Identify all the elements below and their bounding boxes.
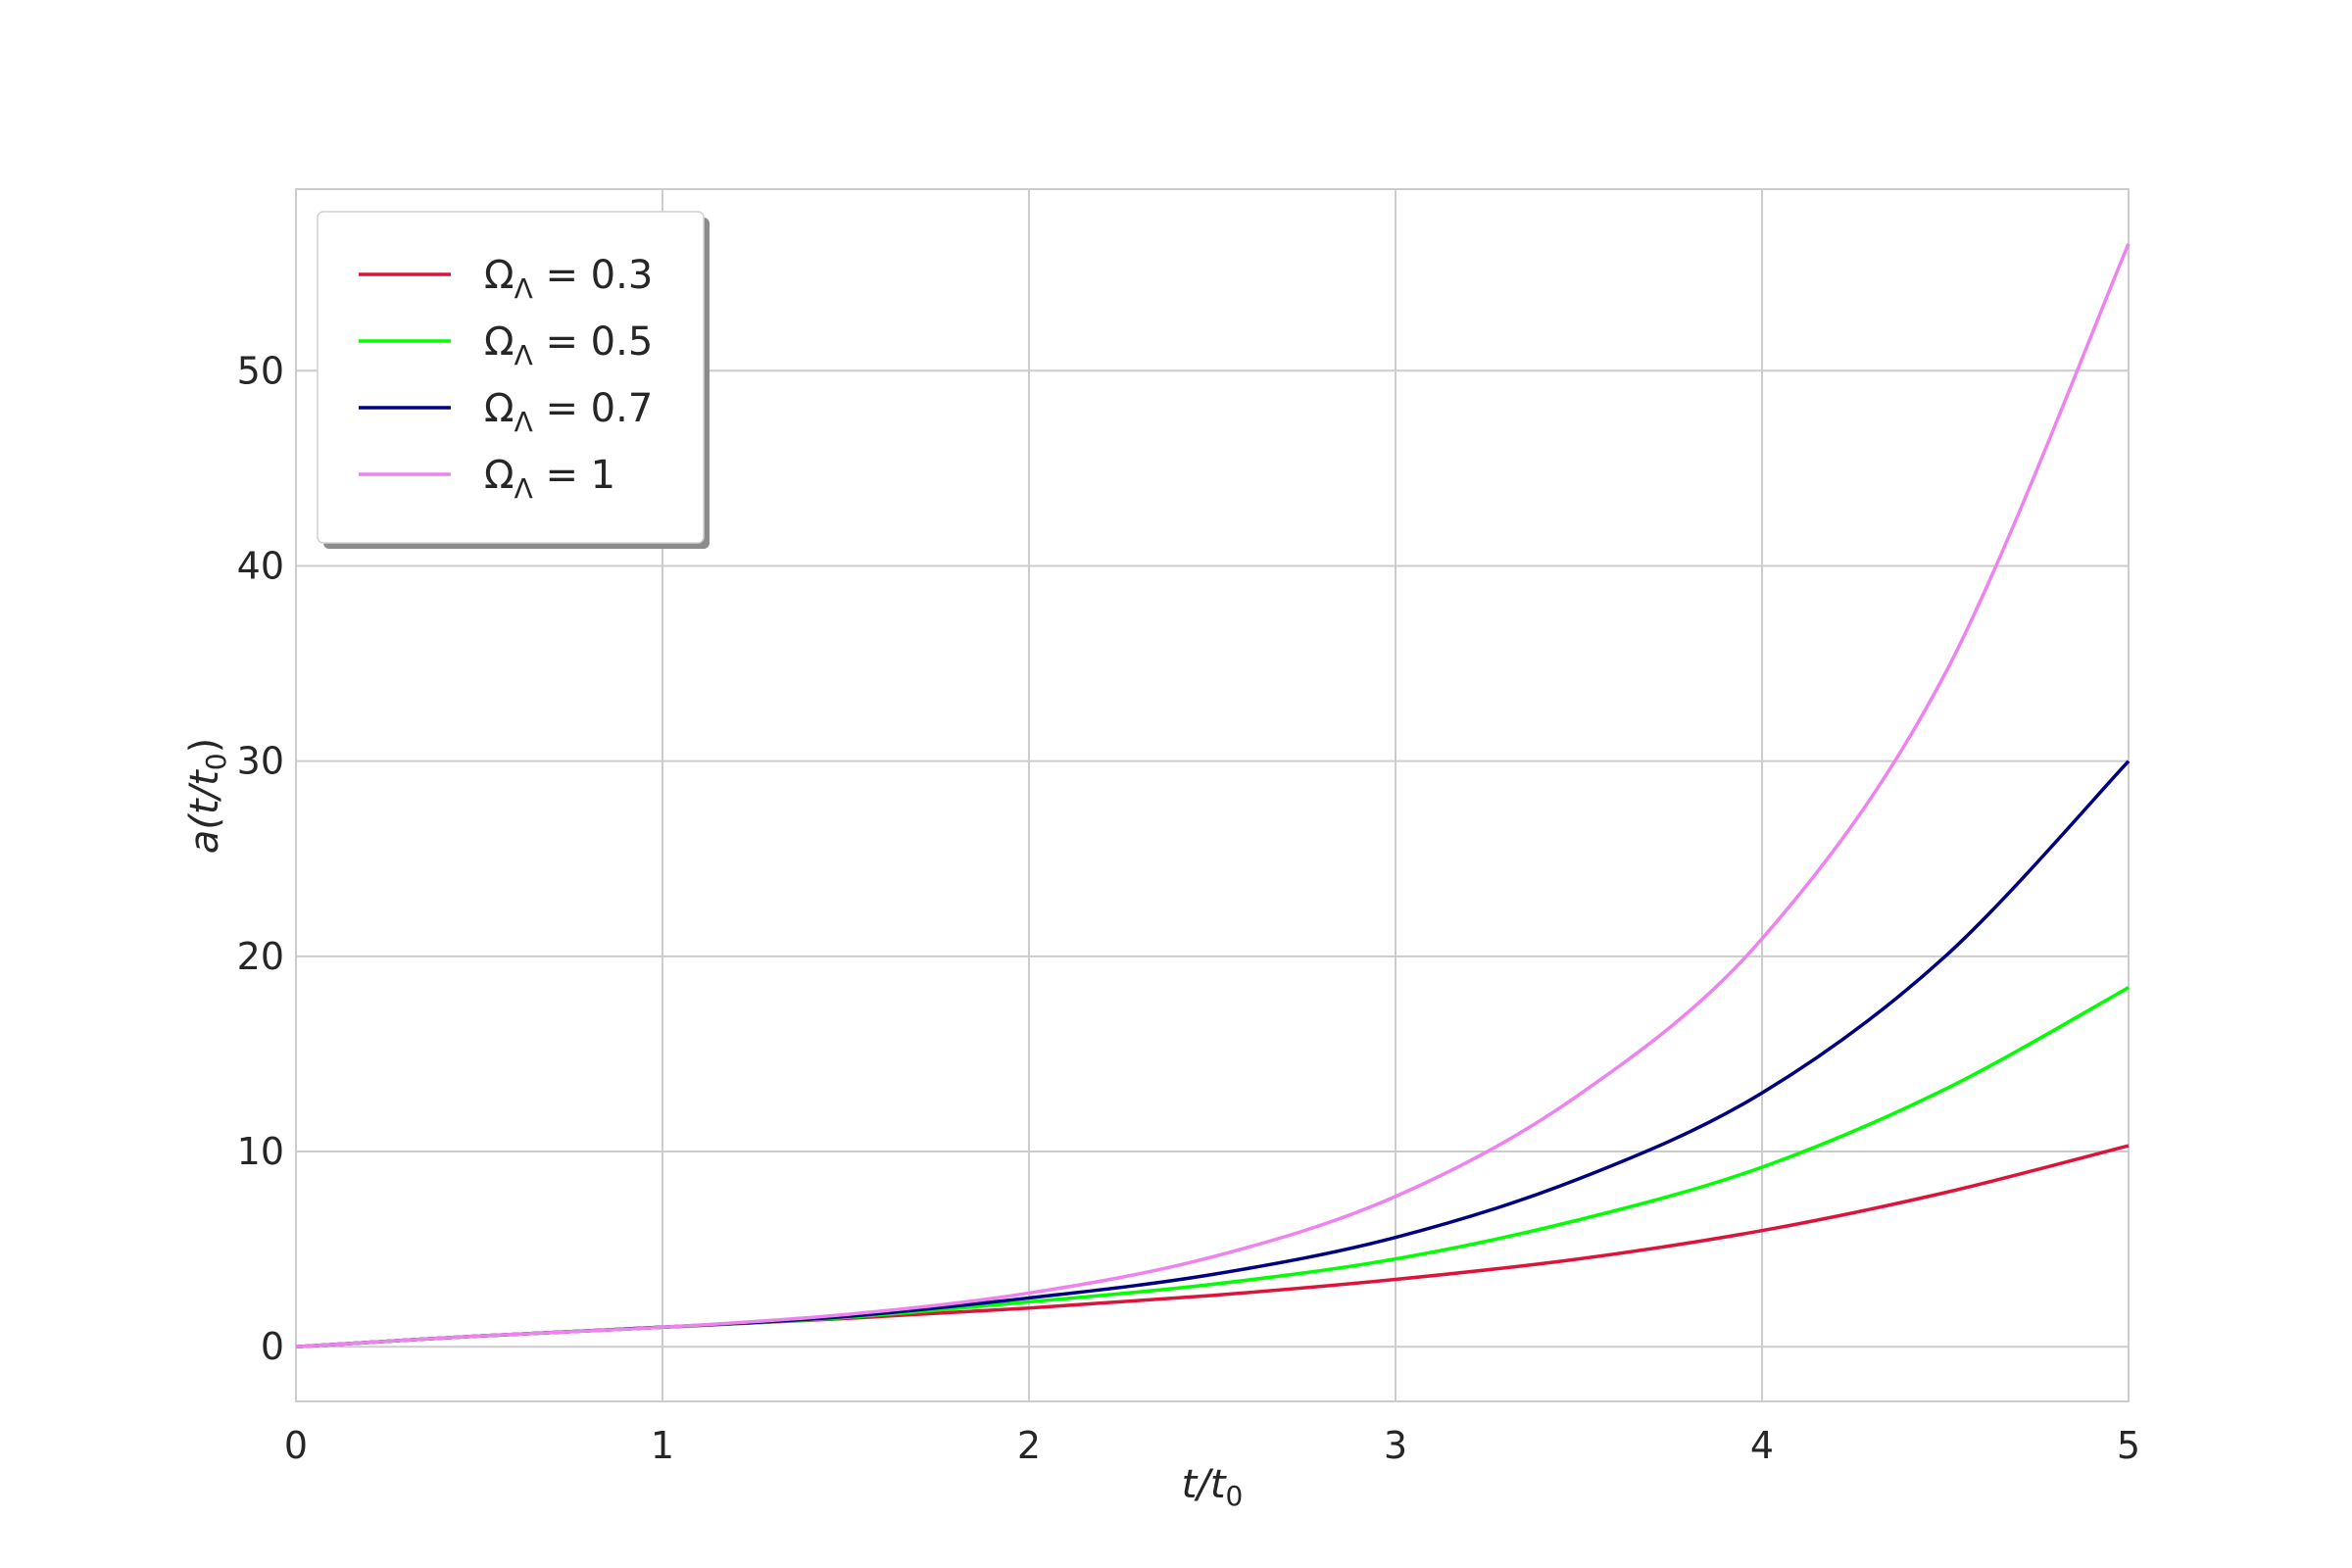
x-tick-label-3: 3 xyxy=(1384,1424,1407,1467)
legend-label-2: ΩΛ = 0.5 xyxy=(484,319,653,371)
x-tick-label-2: 2 xyxy=(1017,1424,1041,1467)
plot-frame xyxy=(295,188,2130,1402)
x-tick-label-5: 5 xyxy=(2117,1424,2140,1467)
legend-label-4: ΩΛ = 1 xyxy=(484,453,615,505)
y-tick-label-40: 40 xyxy=(237,544,284,587)
x-tick-label-0: 0 xyxy=(284,1424,308,1467)
legend-label-3: ΩΛ = 0.7 xyxy=(484,386,653,438)
legend-label-1: ΩΛ = 0.3 xyxy=(484,253,653,305)
y-tick-labels: 0 10 20 30 40 50 xyxy=(237,349,284,1368)
legend-items: ΩΛ = 0.3 ΩΛ = 0.5 ΩΛ = 0.7 ΩΛ = 1 xyxy=(359,253,653,505)
y-axis-label: a(t/t0) xyxy=(182,738,232,854)
series-layer xyxy=(295,243,2131,1348)
x-tick-label-4: 4 xyxy=(1750,1424,1774,1467)
series-line-4 xyxy=(295,243,2131,1348)
x-axis-label: t/t0 xyxy=(1182,1462,1244,1512)
y-tick-label-0: 0 xyxy=(261,1325,284,1368)
y-tick-label-50: 50 xyxy=(237,349,284,392)
y-tick-label-20: 20 xyxy=(237,935,284,978)
y-tick-label-10: 10 xyxy=(237,1130,284,1173)
x-tick-label-1: 1 xyxy=(651,1424,674,1467)
legend-box xyxy=(317,211,705,544)
y-tick-label-30: 30 xyxy=(237,740,284,783)
x-tick-labels: 0 1 2 3 4 5 xyxy=(284,1424,2140,1467)
grid xyxy=(295,189,2130,1401)
legend: ΩΛ = 0.3 ΩΛ = 0.5 ΩΛ = 0.7 ΩΛ = 1 xyxy=(317,211,710,549)
